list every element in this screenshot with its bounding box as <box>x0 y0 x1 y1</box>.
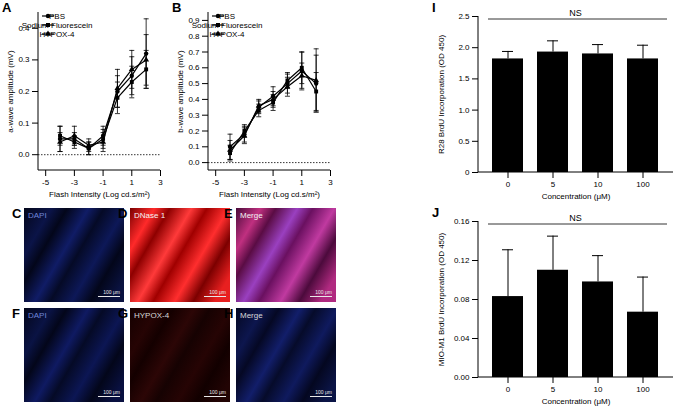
svg-text:Flash Intensity (Log cd.s/m²): Flash Intensity (Log cd.s/m²) <box>219 190 320 199</box>
svg-text:0.1: 0.1 <box>188 142 200 151</box>
html-text:HYPOX-4: HYPOX-4 <box>134 311 170 320</box>
svg-text:Sodium Fluorescein: Sodium Fluorescein <box>22 21 93 30</box>
html-text:A: A <box>2 0 12 15</box>
html-text:I: I <box>432 0 436 15</box>
html-text:F: F <box>12 306 20 321</box>
html-text:DNase 1: DNase 1 <box>134 211 166 220</box>
html-text:100 μm: 100 μm <box>209 389 226 395</box>
svg-text:NS: NS <box>569 8 582 18</box>
svg-text:0.1: 0.1 <box>18 119 30 128</box>
html-text:DAPI: DAPI <box>28 211 47 220</box>
html-text:DAPI: DAPI <box>28 311 47 320</box>
svg-text:0.4: 0.4 <box>188 95 200 104</box>
svg-text:Flash Intensity (Log cd.s/m²): Flash Intensity (Log cd.s/m²) <box>49 190 150 199</box>
html-text:C: C <box>12 206 22 221</box>
html-text:J: J <box>432 205 440 220</box>
svg-text:b-wave amplitude (mV): b-wave amplitude (mV) <box>176 50 185 133</box>
svg-text:-3: -3 <box>241 178 249 187</box>
html-text:100 μm: 100 μm <box>315 389 332 395</box>
svg-text:MIO-M1 BrdU Incorporation (OD: MIO-M1 BrdU Incorporation (OD 450) <box>437 232 446 366</box>
svg-text:Concentration (μM): Concentration (μM) <box>542 192 611 201</box>
svg-text:1.0: 1.0 <box>458 106 470 115</box>
svg-text:1: 1 <box>130 178 135 187</box>
svg-text:0.0: 0.0 <box>18 150 30 159</box>
svg-text:PBS: PBS <box>49 12 65 21</box>
svg-text:Sodium Fluorescein: Sodium Fluorescein <box>192 21 263 30</box>
html-text:100 μm: 100 μm <box>209 289 226 295</box>
html-text:100 μm: 100 μm <box>103 389 120 395</box>
svg-text:0.16: 0.16 <box>454 217 470 226</box>
html-text:Merge: Merge <box>240 211 263 220</box>
svg-text:100: 100 <box>636 385 650 394</box>
html-text:D: D <box>118 206 128 221</box>
svg-text:0.3: 0.3 <box>188 111 200 120</box>
svg-text:2.0: 2.0 <box>458 43 470 52</box>
svg-text:-1: -1 <box>100 178 108 187</box>
svg-text:1: 1 <box>300 178 305 187</box>
svg-text:0.7: 0.7 <box>188 48 200 57</box>
svg-text:0.8: 0.8 <box>188 32 200 41</box>
svg-text:0.08: 0.08 <box>454 295 470 304</box>
svg-text:HYPOX-4: HYPOX-4 <box>39 30 75 39</box>
html-text:100 μm: 100 μm <box>315 289 332 295</box>
html-text:100 μm: 100 μm <box>103 289 120 295</box>
svg-text:0.00: 0.00 <box>454 373 470 382</box>
html-text:G: G <box>118 306 129 321</box>
svg-text:0.5: 0.5 <box>458 137 470 146</box>
svg-text:5: 5 <box>551 385 556 394</box>
svg-text:NS: NS <box>569 213 582 223</box>
svg-text:R28 BrdU Incorporation (OD 450: R28 BrdU Incorporation (OD 450) <box>437 35 446 155</box>
svg-text:PBS: PBS <box>219 12 235 21</box>
svg-text:10: 10 <box>594 385 603 394</box>
svg-text:0.5: 0.5 <box>188 79 200 88</box>
svg-text:0: 0 <box>506 180 511 189</box>
html-text:Merge: Merge <box>240 311 263 320</box>
svg-text:0.0: 0.0 <box>188 158 200 167</box>
svg-text:HYPOX-4: HYPOX-4 <box>209 30 245 39</box>
svg-text:Concentration (μM): Concentration (μM) <box>542 397 611 406</box>
svg-text:100: 100 <box>636 180 650 189</box>
svg-text:-1: -1 <box>270 178 278 187</box>
html-text:H: H <box>224 306 234 321</box>
svg-text:0.2: 0.2 <box>188 127 200 136</box>
svg-text:-3: -3 <box>71 178 79 187</box>
svg-text:10: 10 <box>594 180 603 189</box>
svg-text:0: 0 <box>506 385 511 394</box>
html-text:E: E <box>224 206 233 221</box>
svg-text:3: 3 <box>158 178 163 187</box>
svg-text:0.3: 0.3 <box>18 55 30 64</box>
svg-text:1.5: 1.5 <box>458 74 470 83</box>
svg-text:0.2: 0.2 <box>18 87 30 96</box>
svg-text:a-wave amplitude (mV): a-wave amplitude (mV) <box>6 50 15 133</box>
html-text:B: B <box>172 0 182 15</box>
svg-text:3: 3 <box>328 178 333 187</box>
svg-text:0.04: 0.04 <box>454 334 470 343</box>
svg-text:-5: -5 <box>42 178 50 187</box>
svg-text:5: 5 <box>551 180 556 189</box>
svg-text:0: 0 <box>465 168 470 177</box>
svg-text:2.5: 2.5 <box>458 12 470 21</box>
svg-text:0.6: 0.6 <box>188 63 200 72</box>
svg-text:-5: -5 <box>212 178 220 187</box>
svg-text:0.12: 0.12 <box>454 256 470 265</box>
